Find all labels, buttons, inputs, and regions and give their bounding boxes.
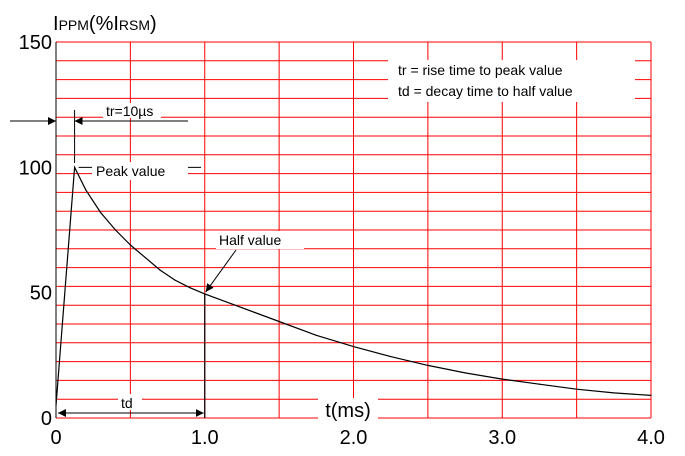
legend-line-1: tr = rise time to peak value (398, 62, 563, 78)
tick-labels: 0 1.0 2.0 3.0 4.0 0 50 100 150 (19, 32, 665, 449)
data-point (174, 279, 176, 281)
data-point (352, 345, 355, 348)
data-point (278, 320, 280, 323)
td-label-bg (118, 394, 142, 410)
data-point (73, 166, 76, 168)
data-point (129, 244, 131, 246)
y-axis-title: IPPM(%IRSM) (53, 13, 157, 35)
data-point (613, 392, 615, 394)
data-point (144, 256, 146, 259)
legend-box-bg (388, 60, 635, 102)
annotations: tr=10µs Peak value Half value td (10, 103, 304, 418)
half-label-bg (216, 231, 304, 249)
x-tick-label: 2.0 (340, 427, 368, 449)
data-point (189, 287, 191, 289)
x-tick-label: 3.0 (488, 427, 516, 449)
legend-line-2: td = decay time to half value (398, 83, 573, 99)
y-tick-label: 100 (19, 157, 52, 179)
data-point (464, 372, 466, 374)
data-point (114, 229, 117, 231)
data-point (85, 189, 87, 191)
data-point (501, 378, 503, 380)
x-tick-label: 1.0 (191, 427, 219, 449)
tr-label-bg (103, 103, 161, 118)
y-tick-label: 50 (30, 283, 52, 305)
data-point (427, 364, 429, 366)
data-point (55, 404, 57, 407)
series (55, 165, 652, 407)
half-label: Half value (219, 232, 281, 248)
data-point (538, 383, 541, 385)
y-tick-label: 0 (41, 408, 52, 430)
data-point (650, 394, 652, 397)
y-axis-title-close: ) (150, 13, 157, 35)
data-point (315, 334, 317, 336)
y-tick-label: 150 (19, 32, 52, 54)
data-point (576, 388, 578, 390)
data-point (390, 355, 392, 358)
x-tick-label: 0 (50, 427, 61, 449)
peak-label-bg (92, 162, 188, 180)
y-axis-title-mid: (%I (89, 13, 119, 35)
x-tick-label: 4.0 (637, 427, 665, 449)
tr-label: tr=10µs (106, 103, 153, 119)
x-axis-title-bg (318, 398, 378, 420)
y-axis-title-main: I (53, 13, 59, 35)
peak-label: Peak value (96, 163, 165, 179)
data-point (100, 211, 102, 214)
y-axis-title-sub2: RSM (119, 17, 150, 33)
td-label: td (121, 395, 133, 411)
x-axis-title: t(ms) (325, 400, 371, 422)
half-arrow (205, 249, 237, 293)
data-point (241, 307, 243, 309)
y-axis-title-sub1: PPM (59, 17, 89, 33)
data-point (159, 269, 161, 271)
